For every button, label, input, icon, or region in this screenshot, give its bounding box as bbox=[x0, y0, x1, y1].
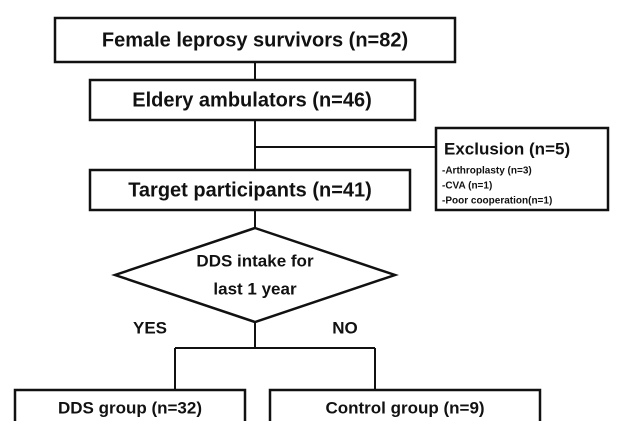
node-label: Female leprosy survivors (n=82) bbox=[102, 29, 408, 51]
exclusion-item: -Arthroplasty (n=3) bbox=[442, 166, 532, 177]
branch-label: NO bbox=[332, 318, 358, 337]
decision-label: DDS intake for bbox=[196, 251, 314, 270]
node-box bbox=[53, 16, 457, 64]
exclusion-item: -Poor cooperation(n=1) bbox=[442, 196, 552, 207]
outcome-label: DDS group (n=32) bbox=[58, 398, 202, 417]
node-box bbox=[88, 168, 412, 212]
outcome-box bbox=[268, 388, 542, 421]
outcome-box bbox=[13, 388, 247, 421]
decision-label: last 1 year bbox=[213, 279, 297, 298]
outcome-label: Control group (n=9) bbox=[325, 398, 484, 417]
branch-label: YES bbox=[133, 318, 167, 337]
node-label: Target participants (n=41) bbox=[128, 179, 372, 201]
exclusion-box bbox=[434, 126, 610, 212]
node-label: Eldery ambulators (n=46) bbox=[132, 89, 372, 111]
exclusion-item: -CVA (n=1) bbox=[442, 181, 492, 192]
decision-diamond bbox=[111, 226, 399, 324]
exclusion-title: Exclusion (n=5) bbox=[444, 139, 570, 158]
node-box bbox=[88, 78, 417, 122]
